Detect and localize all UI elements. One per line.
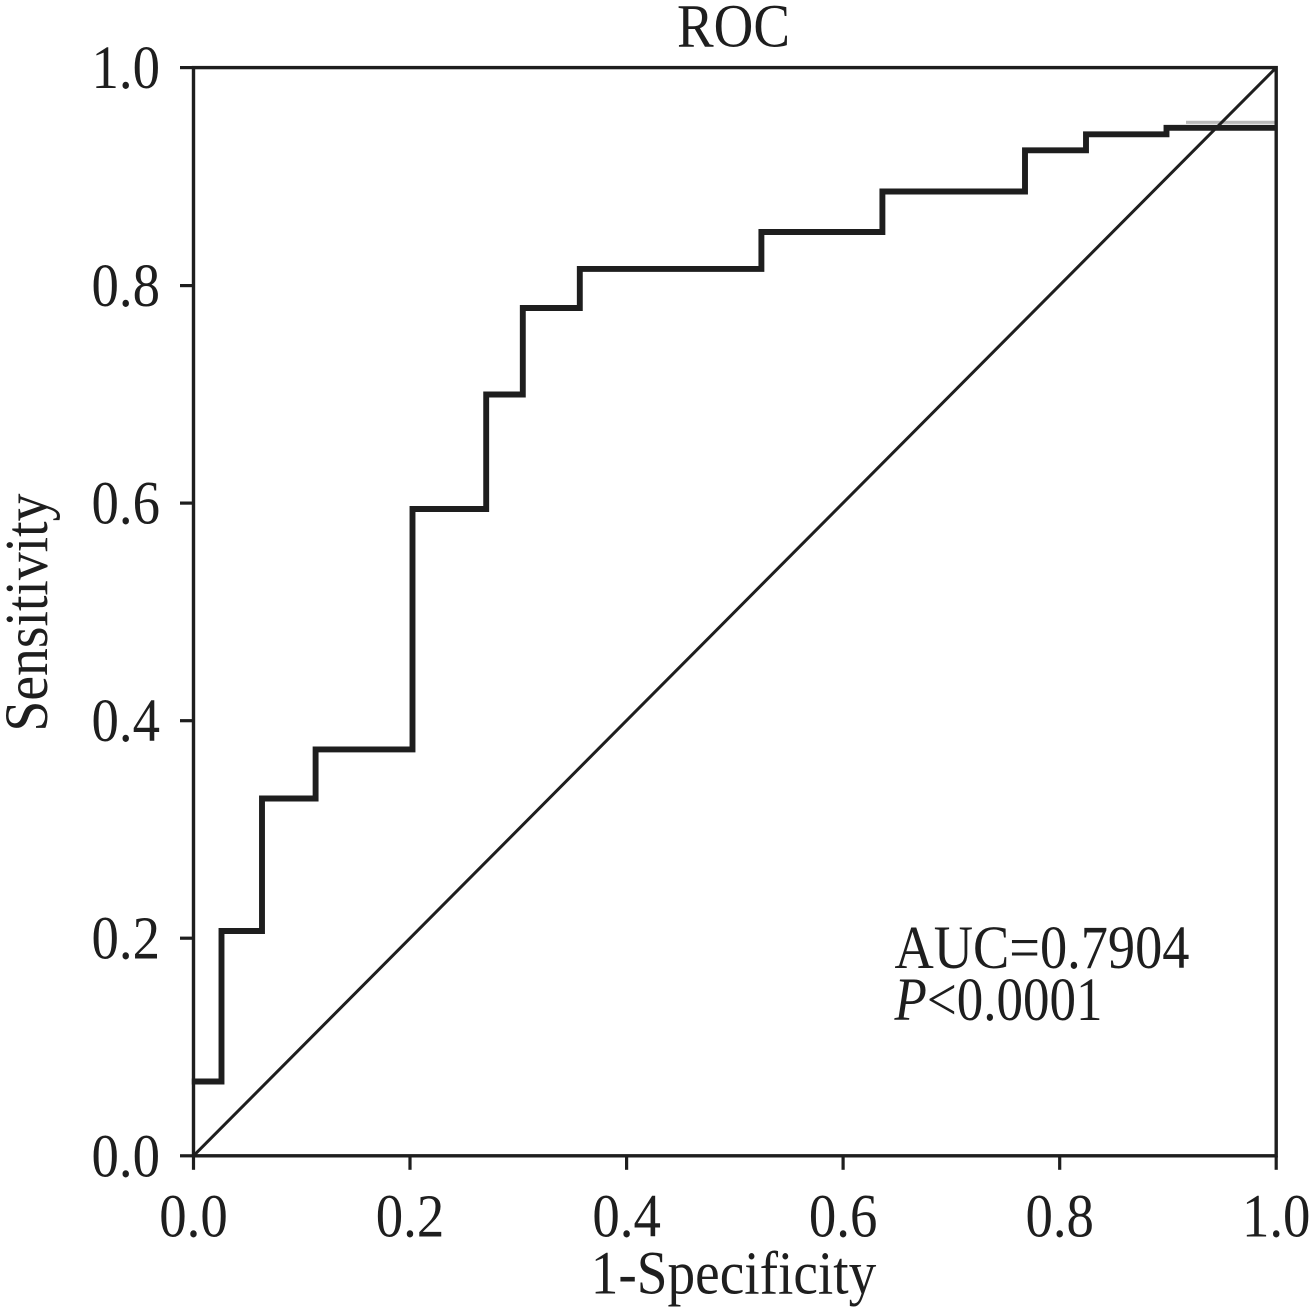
svg-text:0.0: 0.0 [159,1184,228,1251]
svg-text:0.4: 0.4 [92,688,161,755]
svg-text:P<0.0001: P<0.0001 [894,967,1103,1034]
svg-text:1.0: 1.0 [92,35,161,102]
svg-text:0.6: 0.6 [809,1184,878,1251]
svg-text:Sensitivity: Sensitivity [0,493,61,731]
svg-text:0.0: 0.0 [92,1123,161,1190]
svg-text:0.4: 0.4 [592,1184,661,1251]
svg-text:0.6: 0.6 [92,471,161,538]
svg-text:AUC=0.7904: AUC=0.7904 [895,915,1190,982]
svg-text:1-Specificity: 1-Specificity [591,1241,877,1308]
svg-text:0.8: 0.8 [92,253,161,320]
svg-text:1.0: 1.0 [1242,1184,1311,1251]
svg-text:0.2: 0.2 [92,906,161,973]
svg-text:0.2: 0.2 [376,1184,445,1251]
svg-text:ROC: ROC [677,0,790,61]
svg-text:0.8: 0.8 [1025,1184,1094,1251]
